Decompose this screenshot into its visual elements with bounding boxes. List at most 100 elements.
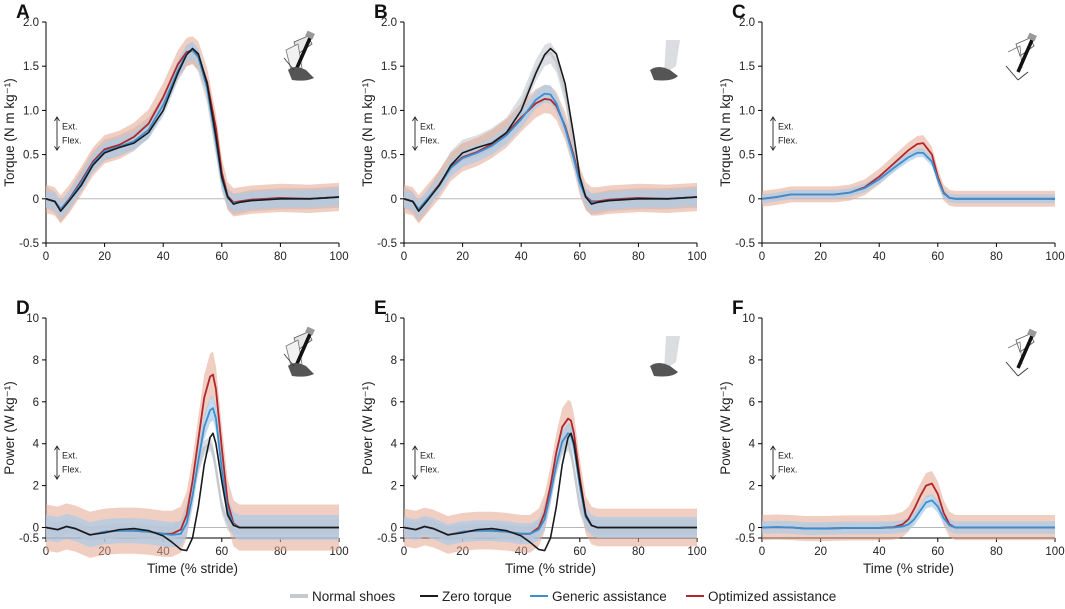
panel-letter: A [16, 2, 30, 23]
arrow-down-icon [54, 145, 60, 152]
series-line-zero-torque [403, 432, 697, 552]
series-line-zero-torque [45, 432, 339, 552]
arrow-down-icon [412, 474, 418, 480]
direction-indicator: Ext. Flex. [54, 116, 82, 152]
panel-b: B -0.5 0 0.5 1.0 1.5 2.0 0 20 40 60 80 100 Torque (N … [360, 2, 707, 263]
variability-band-generic-assistance [762, 494, 1055, 535]
variability-band-optimized-assistance [46, 351, 339, 558]
x-tick-label: 20 [456, 251, 469, 263]
y-tick-label: 8 [391, 355, 397, 367]
x-tick-label: 80 [632, 251, 645, 263]
x-axis-label: Time (% stride) [147, 561, 238, 576]
x-tick-label: 40 [515, 251, 528, 263]
x-tick-label: 60 [215, 251, 228, 263]
y-tick-label: 0 [391, 194, 397, 206]
y-tick-label: 2 [33, 481, 39, 493]
x-tick-label: 60 [573, 251, 586, 263]
variability-band-optimized-assistance [762, 135, 1055, 207]
x-tick-label: 0 [759, 251, 765, 263]
x-tick-label: 100 [1045, 251, 1064, 263]
arrow-down-icon [54, 474, 60, 480]
extension-label: Ext. [778, 451, 794, 461]
x-tick-label: 100 [687, 251, 706, 263]
y-tick-label: 0.5 [23, 150, 39, 162]
y-tick-label: -0.5 [19, 533, 39, 545]
legend-item-zero-torque: Zero torque [420, 589, 512, 604]
shoe-only-icon [650, 336, 680, 377]
arrow-up-icon [412, 116, 418, 122]
y-tick-label: 1.0 [23, 105, 39, 117]
arrow-down-icon [770, 474, 776, 480]
x-tick-label: 80 [632, 546, 645, 558]
extension-label: Ext. [420, 122, 436, 132]
x-tick-label: 60 [931, 546, 944, 558]
flexion-label: Flex. [62, 136, 82, 146]
x-axis-label: Time (% stride) [505, 561, 596, 576]
arrow-up-icon [54, 116, 60, 122]
y-tick-label: 10 [742, 313, 755, 325]
y-tick-label: 6 [391, 397, 397, 409]
y-tick-label: 2 [391, 481, 397, 493]
x-axis-label: Time (% stride) [863, 561, 954, 576]
x-tick-label: 60 [573, 546, 586, 558]
x-tick-label: 0 [401, 546, 407, 558]
arrow-down-icon [412, 145, 418, 152]
flexion-label: Flex. [778, 465, 798, 475]
flexion-label: Flex. [420, 465, 440, 475]
y-tick-label: 0 [749, 194, 755, 206]
y-tick-label: 0 [749, 523, 755, 535]
y-tick-label: 2.0 [739, 17, 755, 29]
direction-indicator: Ext. Flex. [412, 116, 440, 152]
y-tick-label: 0.5 [739, 150, 755, 162]
panel-letter: D [16, 298, 30, 319]
legend-item-optimized-assistance: Optimized assistance [686, 589, 836, 604]
y-tick-label: 1.5 [381, 61, 397, 73]
direction-indicator: Ext. Flex. [770, 445, 798, 480]
y-tick-label: 0 [33, 194, 39, 206]
y-axis-label: Power (W kg⁻¹) [2, 381, 17, 474]
x-tick-label: 0 [43, 546, 49, 558]
exo-with-shoe-icon [282, 324, 317, 379]
variability-band-generic-assistance [762, 148, 1055, 204]
y-tick-label: 2 [749, 481, 755, 493]
panel-letter: F [732, 298, 744, 319]
exo-only-icon [1004, 30, 1039, 82]
x-tick-label: 60 [931, 251, 944, 263]
arrow-up-icon [770, 445, 776, 451]
direction-indicator: Ext. Flex. [54, 445, 82, 480]
y-tick-label: 0.5 [381, 150, 397, 162]
arrow-up-icon [412, 445, 418, 451]
y-tick-label: 10 [384, 313, 397, 325]
arrow-up-icon [54, 445, 60, 451]
legend-label: Normal shoes [312, 589, 396, 604]
series-line-generic-assistance [761, 151, 1055, 200]
panel-letter: B [374, 2, 388, 23]
direction-indicator: Ext. Flex. [412, 445, 440, 480]
extension-label: Ext. [778, 122, 794, 132]
variability-band-optimized-assistance [404, 399, 697, 554]
y-axis-label: Torque (N m kg⁻¹) [718, 78, 733, 186]
panel-c: C -0.5 0 0.5 1.0 1.5 2.0 0 20 40 60 80 100 Torque (N … [718, 2, 1065, 263]
y-tick-label: 8 [749, 355, 755, 367]
legend: Normal shoes Zero torque Generic assistanc… [290, 589, 836, 604]
y-tick-label: -0.5 [377, 238, 397, 250]
y-tick-label: 1.5 [23, 61, 39, 73]
x-tick-label: 0 [43, 251, 49, 263]
y-tick-label: 0 [33, 523, 39, 535]
series-line-generic-assistance [761, 499, 1055, 530]
arrow-down-icon [770, 145, 776, 152]
flexion-label: Flex. [62, 465, 82, 475]
exo-with-shoe-icon [282, 28, 317, 83]
arrow-up-icon [770, 116, 776, 122]
y-tick-label: 4 [391, 439, 398, 451]
flexion-label: Flex. [778, 136, 798, 146]
y-tick-label: 8 [33, 355, 39, 367]
x-tick-label: 0 [401, 251, 407, 263]
y-tick-label: -0.5 [735, 533, 755, 545]
x-tick-label: 0 [759, 546, 765, 558]
variability-band-generic-assistance [46, 395, 339, 548]
